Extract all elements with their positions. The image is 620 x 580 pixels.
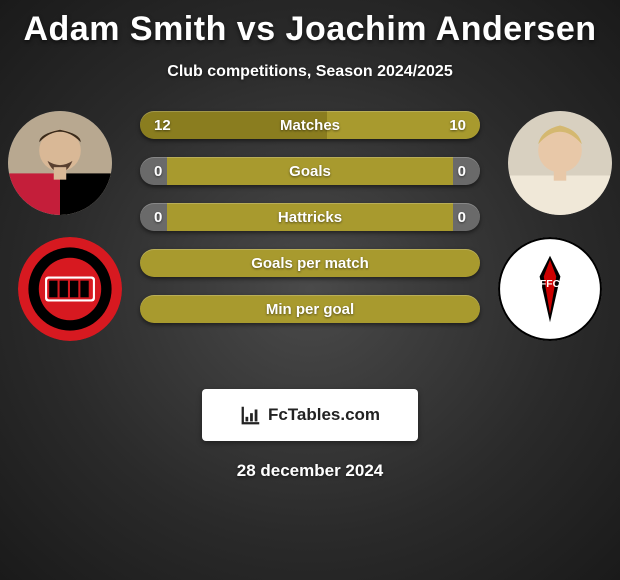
stat-label: Goals per match <box>140 255 480 272</box>
stat-left-value: 0 <box>154 163 162 180</box>
stat-bar-hattricks: 0Hattricks0 <box>140 203 480 231</box>
svg-text:FFC: FFC <box>540 279 561 290</box>
watermark-text: FcTables.com <box>268 405 380 425</box>
stat-label: Matches <box>140 117 480 134</box>
stat-bar-matches: 12Matches10 <box>140 111 480 139</box>
subtitle: Club competitions, Season 2024/2025 <box>0 63 620 81</box>
date-text: 28 december 2024 <box>0 461 620 481</box>
stat-bars: 12Matches100Goals00Hattricks0Goals per m… <box>140 111 480 341</box>
player-right-avatar <box>508 111 612 215</box>
stat-bar-goals: 0Goals0 <box>140 157 480 185</box>
stat-right-value: 10 <box>449 117 466 134</box>
stat-label: Goals <box>140 163 480 180</box>
stat-left-value: 0 <box>154 209 162 226</box>
stat-bar-goals-per-match: Goals per match <box>140 249 480 277</box>
stat-right-value: 0 <box>458 163 466 180</box>
stat-label: Min per goal <box>140 301 480 318</box>
club-left-badge <box>18 237 122 341</box>
club-right-badge: FFC <box>498 237 602 341</box>
player-left-avatar <box>8 111 112 215</box>
stat-left-value: 12 <box>154 117 171 134</box>
stat-right-value: 0 <box>458 209 466 226</box>
stat-label: Hattricks <box>140 209 480 226</box>
comparison-arena: FFC 12Matches100Goals00Hattricks0Goals p… <box>0 111 620 371</box>
stat-bar-min-per-goal: Min per goal <box>140 295 480 323</box>
page-title: Adam Smith vs Joachim Andersen <box>0 0 620 49</box>
watermark: FcTables.com <box>202 389 418 441</box>
chart-icon <box>240 404 262 426</box>
